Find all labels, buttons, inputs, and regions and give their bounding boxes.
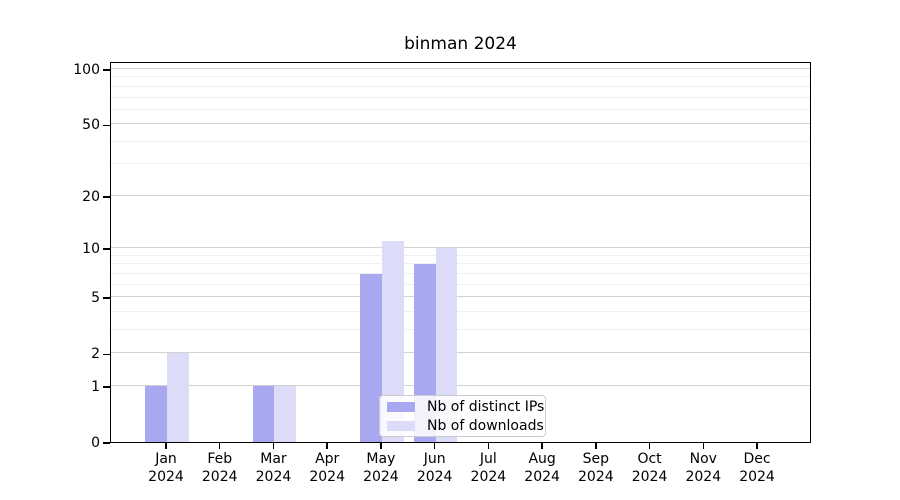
- gridline: [111, 272, 810, 274]
- y-tick-label-2: 2: [91, 346, 100, 363]
- x-tick-label-oct: Oct 2024: [631, 451, 668, 485]
- x-tick-label-mar: Mar 2024: [255, 451, 292, 485]
- x-tick-mark: [219, 443, 221, 449]
- y-tick-label-1: 1: [91, 378, 100, 395]
- x-tick-label-jan: Jan 2024: [148, 451, 184, 485]
- bar-downloads-jun: [435, 248, 458, 442]
- y-tick-mark: [103, 386, 110, 388]
- gridline: [111, 68, 810, 69]
- x-tick-mark: [272, 443, 275, 449]
- gridline: [111, 384, 810, 386]
- gridline: [111, 85, 810, 87]
- y-tick-mark: [103, 353, 110, 355]
- bar-distinct-ips-mar: [252, 385, 275, 442]
- x-tick-mark: [487, 443, 490, 449]
- x-tick-mark: [702, 443, 704, 449]
- gridline: [111, 352, 810, 354]
- plot-area: Nb of distinct IPs Nb of downloads: [110, 62, 811, 443]
- x-tick-label-nov: Nov 2024: [685, 451, 722, 485]
- legend-swatch-downloads: [387, 420, 415, 431]
- bar-distinct-ips-may: [360, 273, 382, 442]
- legend-entry-distinct-ips: Nb of distinct IPs: [387, 399, 545, 415]
- legend: Nb of distinct IPs Nb of downloads: [379, 395, 546, 437]
- gridline: [111, 108, 810, 110]
- gridline: [111, 263, 810, 265]
- chart-title: binman 2024: [404, 34, 517, 54]
- x-tick-label-dec: Dec 2024: [739, 451, 775, 485]
- gridline: [111, 123, 810, 125]
- x-tick-mark: [433, 443, 436, 449]
- x-tick-label-feb: Feb 2024: [201, 451, 238, 485]
- gridline: [111, 163, 810, 165]
- y-tick-label-100: 100: [73, 62, 100, 78]
- y-tick-mark: [103, 297, 110, 299]
- y-tick-label-5: 5: [91, 290, 100, 307]
- y-tick-mark: [103, 248, 110, 250]
- x-tick-label-sep: Sep 2024: [578, 451, 614, 485]
- x-tick-mark: [541, 443, 543, 449]
- gridline: [111, 140, 810, 142]
- y-tick-mark: [103, 442, 110, 444]
- gridline: [111, 283, 810, 285]
- legend-swatch-distinct-ips: [387, 401, 415, 412]
- bar-downloads-jan: [167, 353, 189, 442]
- gridline: [111, 296, 810, 298]
- y-tick-label-50: 50: [82, 117, 100, 134]
- y-tick-label-20: 20: [82, 188, 100, 205]
- gridline: [111, 194, 810, 196]
- x-tick-mark: [380, 443, 382, 449]
- gridline: [111, 254, 810, 256]
- y-tick-label-0: 0: [91, 435, 100, 451]
- gridline: [111, 310, 810, 312]
- x-tick-label-jun: Jun 2024: [416, 451, 453, 485]
- legend-label-downloads: Nb of downloads: [427, 417, 544, 434]
- gridline: [111, 247, 810, 249]
- x-tick-label-jul: Jul 2024: [470, 451, 507, 485]
- bar-downloads-may: [381, 241, 404, 442]
- legend-entry-downloads: Nb of downloads: [387, 418, 545, 434]
- x-tick-label-aug: Aug 2024: [524, 451, 560, 485]
- x-tick-mark: [165, 443, 167, 449]
- x-tick-mark: [595, 443, 597, 449]
- x-tick-mark: [648, 443, 651, 449]
- x-tick-label-apr: Apr 2024: [309, 451, 345, 485]
- gridline: [111, 96, 810, 98]
- gridline: [111, 328, 810, 330]
- bar-downloads-mar: [274, 385, 297, 442]
- bar-distinct-ips-jan: [145, 385, 167, 442]
- y-tick-mark: [103, 196, 110, 198]
- x-tick-mark: [756, 443, 758, 449]
- x-tick-label-may: May 2024: [363, 451, 399, 485]
- legend-label-distinct-ips: Nb of distinct IPs: [427, 398, 545, 415]
- x-tick-mark: [326, 443, 328, 449]
- gridline: [111, 76, 810, 78]
- y-tick-mark: [103, 69, 110, 71]
- y-tick-mark: [103, 124, 110, 126]
- y-tick-label-10: 10: [82, 241, 100, 258]
